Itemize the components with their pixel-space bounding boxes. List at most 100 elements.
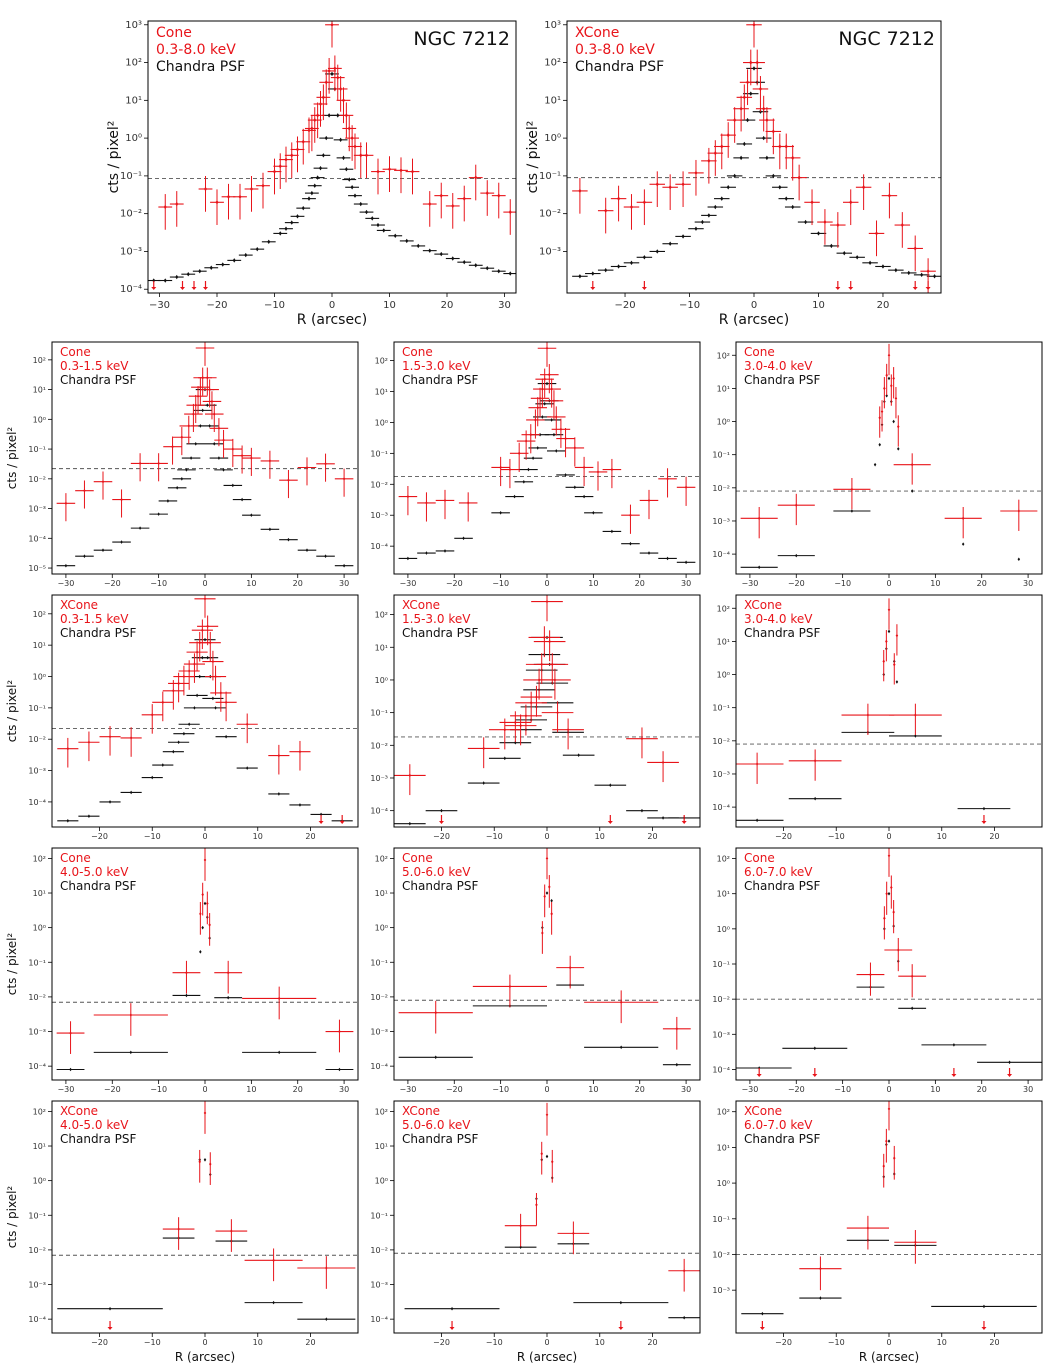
- data-point: [353, 142, 368, 179]
- data-point: [290, 136, 305, 173]
- upper-limit-arrow: [925, 281, 931, 290]
- data-point: [75, 480, 94, 509]
- data-point: [199, 902, 202, 935]
- data-point: [198, 367, 217, 396]
- data-point: [210, 682, 232, 712]
- psf-point: [57, 1306, 163, 1311]
- data-point: [130, 453, 150, 482]
- psf-point: [658, 556, 677, 561]
- psf-point: [572, 274, 588, 279]
- psf-point: [733, 155, 749, 161]
- y-tick-label: 10⁻¹: [712, 451, 730, 460]
- x-tick-label: 10: [246, 1085, 256, 1094]
- psf-point: [435, 549, 455, 553]
- data-point: [658, 468, 677, 498]
- data-point: [740, 506, 778, 539]
- y-tick-label: 10³: [125, 20, 142, 31]
- data-point: [545, 848, 549, 880]
- x-tick-label: 20: [293, 1085, 303, 1094]
- data-point: [894, 387, 898, 419]
- data-point: [662, 1016, 691, 1050]
- psf-point: [302, 196, 316, 201]
- psf-point: [562, 753, 595, 757]
- legend-entry: 4.0-5.0 keV: [60, 1118, 129, 1132]
- psf-point: [504, 1245, 537, 1249]
- data-point: [610, 185, 627, 222]
- x-tick-label: −10: [150, 1085, 167, 1094]
- y-tick-label: 10⁻³: [712, 1030, 730, 1039]
- data-point: [214, 960, 243, 994]
- psf-point: [519, 467, 538, 472]
- data-point: [889, 703, 942, 735]
- x-tick-label: 0: [544, 832, 549, 841]
- data-point: [178, 660, 200, 690]
- y-tick-label: 10¹: [375, 387, 388, 396]
- data-point: [93, 471, 113, 500]
- data-point: [297, 457, 317, 486]
- y-tick-label: 10²: [717, 855, 730, 864]
- psf-point: [676, 560, 696, 565]
- data-point: [881, 182, 898, 219]
- data-point: [623, 194, 640, 230]
- data-point: [322, 58, 337, 94]
- psf-point: [205, 706, 227, 710]
- y-tick-label: 10⁰: [375, 418, 388, 427]
- data-point: [233, 183, 247, 220]
- y-tick-label: 10⁻¹: [370, 449, 388, 458]
- psf-point: [675, 234, 691, 239]
- x-tick-label: 10: [588, 579, 598, 588]
- chart-title: NGC 7212: [413, 28, 510, 50]
- psf-point: [833, 509, 871, 513]
- psf-point: [565, 485, 585, 490]
- data-point: [520, 685, 553, 717]
- psf-point: [183, 706, 205, 710]
- x-tick-label: −20: [433, 1338, 450, 1347]
- psf-point: [736, 1066, 792, 1070]
- x-tick-label: −10: [834, 579, 851, 588]
- upper-limit-arrow: [107, 1321, 113, 1330]
- psf-point: [186, 442, 205, 446]
- data-point: [236, 713, 258, 744]
- data-point: [434, 182, 449, 219]
- data-point: [279, 469, 298, 499]
- data-point: [675, 171, 691, 208]
- data-point: [551, 1149, 554, 1183]
- data-point: [574, 456, 594, 487]
- psf-point: [411, 243, 426, 249]
- y-tick-label: 10⁻²: [370, 741, 388, 750]
- x-tick-label: −20: [775, 1338, 792, 1347]
- y-tick-label: 10⁻⁴: [370, 807, 388, 816]
- data-point: [551, 418, 571, 448]
- upper-limit-arrow: [151, 281, 157, 290]
- y-tick-label: 10²: [33, 854, 46, 863]
- legend-entry: XCone: [575, 25, 619, 41]
- y-tick-label: 10⁻⁴: [370, 1062, 388, 1071]
- x-tick-label: 20: [635, 579, 645, 588]
- x-tick-label: −20: [104, 579, 121, 588]
- y-axis-label: cts / pixel²: [525, 121, 541, 194]
- data-point: [422, 191, 437, 227]
- data-point: [223, 438, 243, 467]
- data-point: [202, 650, 224, 681]
- x-tick-label: 0: [544, 1085, 549, 1094]
- data-point: [830, 212, 846, 248]
- data-point: [556, 428, 575, 458]
- data-point: [183, 653, 205, 683]
- legend-entry: XCone: [402, 598, 440, 612]
- legend-entry: 4.0-5.0 keV: [60, 865, 129, 879]
- legend-entry: Cone: [60, 345, 91, 359]
- psf-point: [260, 527, 280, 532]
- psf-point: [325, 1067, 354, 1072]
- data-point: [772, 133, 788, 170]
- data-point: [777, 493, 815, 526]
- data-point: [215, 691, 237, 722]
- upper-limit-arrow: [318, 815, 324, 824]
- legend-entry: XCone: [744, 598, 782, 612]
- data-point: [537, 342, 557, 367]
- psf-point: [545, 891, 549, 895]
- psf-point: [268, 792, 290, 796]
- psf-point: [297, 548, 317, 552]
- psf-point: [662, 241, 678, 246]
- y-tick-label: 10⁻³: [28, 1028, 46, 1037]
- data-point: [199, 631, 221, 662]
